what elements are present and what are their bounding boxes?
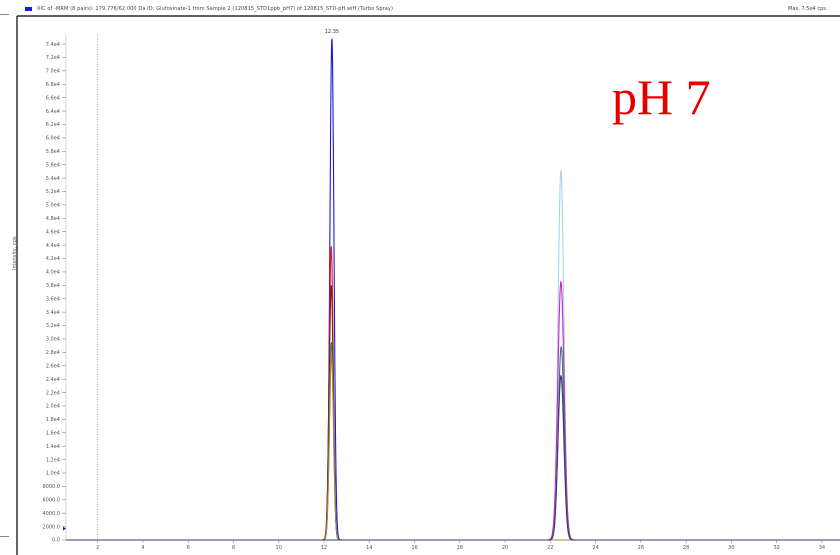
y-tick-label: 5.8e4: [46, 149, 60, 155]
left-edge-marker: [0, 14, 9, 15]
y-tick-label: 1.8e4: [46, 417, 60, 423]
x-tick-label: 6: [187, 545, 190, 551]
y-tick-label: 5.0e4: [46, 203, 60, 209]
y-tick-label: 7.0e4: [46, 69, 60, 75]
x-tick-label: 4: [141, 545, 144, 551]
y-tick-label: 4.4e4: [46, 243, 60, 249]
y-tick-label: 2.8e4: [46, 350, 60, 356]
y-tick-label: 3.2e4: [46, 323, 60, 329]
ph-annotation: pH 7: [612, 69, 711, 125]
y-tick-label: 6.4e4: [46, 109, 60, 115]
y-tick-label: 5.4e4: [46, 176, 60, 182]
y-tick-label: 8000.0: [43, 484, 61, 490]
y-tick-label: 1.2e4: [46, 457, 60, 463]
x-tick-label: 2: [96, 545, 99, 551]
y-tick-label: 3.8e4: [46, 283, 60, 289]
series-line-0: [66, 38, 840, 541]
chromatogram-header: XIC of -MRM (8 pairs): 179.776/62.000 Da…: [0, 0, 840, 18]
y-tick-label: 6.2e4: [46, 122, 60, 128]
y-tick-label: 3.0e4: [46, 337, 60, 343]
x-tick-label: 16: [411, 545, 417, 551]
chromatogram-title: XIC of -MRM (8 pairs): 179.776/62.000 Da…: [37, 6, 394, 12]
y-tick-label: 2.0e4: [46, 404, 60, 410]
x-tick-label: 20: [502, 545, 508, 551]
y-tick-label: 6.6e4: [46, 95, 60, 101]
x-tick-label: 10: [276, 545, 282, 551]
y-tick-label: 5.6e4: [46, 162, 60, 168]
x-tick-label: 32: [773, 545, 779, 551]
y-tick-label: 2.6e4: [46, 363, 60, 369]
y-tick-label: 2.2e4: [46, 390, 60, 396]
y-tick-label: 6.8e4: [46, 82, 60, 88]
series-line-5: [66, 342, 840, 541]
y-tick-label: 4000.0: [43, 511, 61, 517]
x-tick-label: 24: [592, 545, 598, 551]
y-tick-label: 4.0e4: [46, 270, 60, 276]
y-tick-label: 3.6e4: [46, 296, 60, 302]
series-line-3: [66, 280, 840, 541]
x-tick-label: 18: [457, 545, 463, 551]
y-tick-label: 4.2e4: [46, 256, 60, 262]
y-tick-label: 1.0e4: [46, 471, 60, 477]
series-line-2: [66, 246, 840, 541]
y-tick-label: 7.2e4: [46, 55, 60, 61]
series-line-4: [66, 285, 840, 541]
y-tick-label: 6.0e4: [46, 136, 60, 142]
y-tick-label: 2000.0: [43, 524, 61, 530]
y-tick-label: 1.4e4: [46, 444, 60, 450]
max-intensity-label: Max. 7.5e4 cps.: [788, 6, 828, 12]
left-edge-marker-bottom: [0, 536, 9, 537]
series-line-7: [66, 374, 840, 541]
x-tick-label: 30: [728, 545, 734, 551]
y-tick-label: 4.8e4: [46, 216, 60, 222]
x-tick-label: 26: [638, 545, 644, 551]
x-tick-label: 28: [683, 545, 689, 551]
x-tick-label: 34: [819, 545, 825, 551]
y-tick-label: 1.6e4: [46, 430, 60, 436]
y-tick-label: 5.2e4: [46, 189, 60, 195]
x-tick-label: 12: [321, 545, 327, 551]
trace-color-icon: [25, 7, 32, 11]
x-tick-label: 14: [366, 545, 372, 551]
x-tick-label: 8: [232, 545, 235, 551]
peak-label: 12.35: [325, 29, 339, 35]
y-tick-label: 2.4e4: [46, 377, 60, 383]
baseline-marker-icon: [63, 526, 66, 531]
y-tick-label: 4.6e4: [46, 229, 60, 235]
x-tick-label: 22: [547, 545, 553, 551]
y-tick-label: 3.4e4: [46, 310, 60, 316]
y-tick-label: 7.4e4: [46, 42, 60, 48]
series-line-6: [66, 355, 840, 541]
y-tick-label: 6000.0: [43, 497, 61, 503]
series-line-1: [66, 169, 840, 541]
y-tick-label: 0.0: [52, 538, 60, 544]
